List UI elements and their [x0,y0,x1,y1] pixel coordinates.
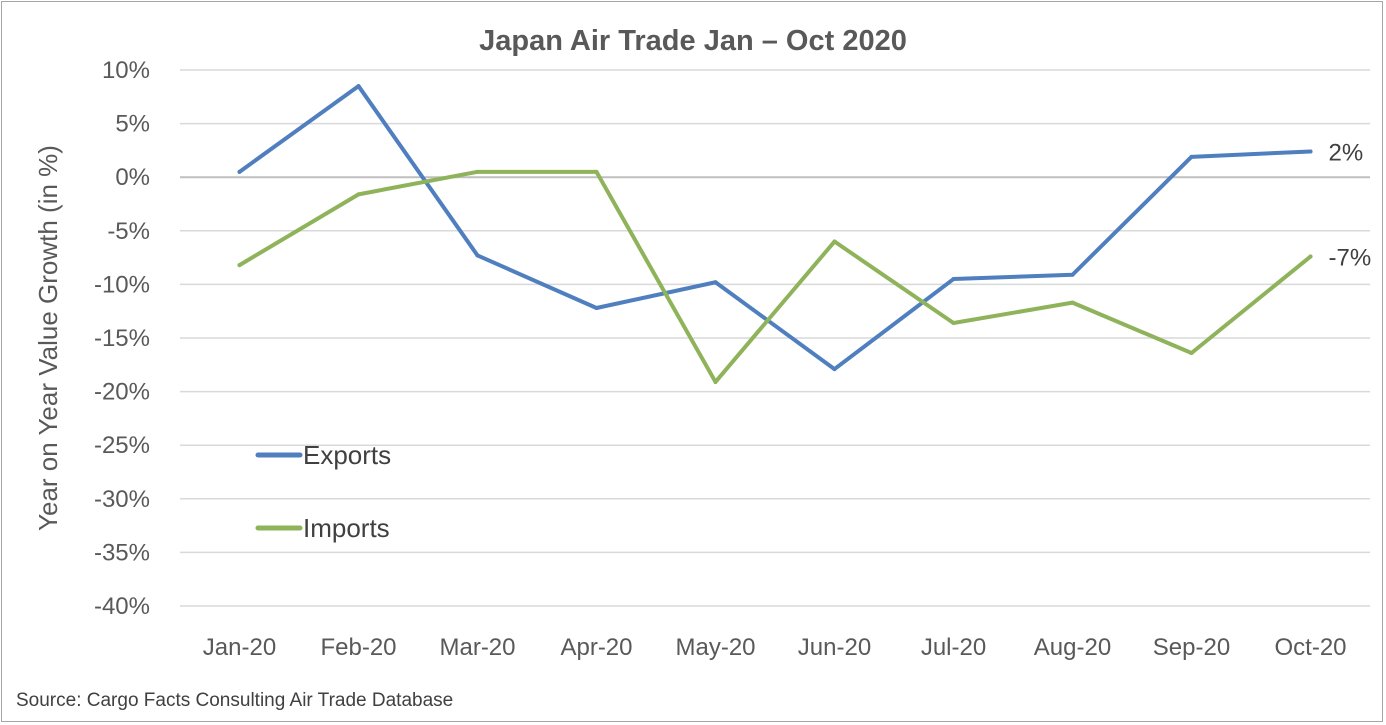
data-point [951,320,956,325]
data-point [356,192,361,197]
series-line-exports [237,84,1313,372]
x-tick-label: Sep-20 [1153,634,1230,661]
data-point [1189,351,1194,356]
legend: Exports Imports [255,440,391,543]
data-point [713,280,718,285]
y-tick-label: -15% [94,325,150,352]
legend-label: Exports [303,440,391,470]
y-tick-label: 0% [115,164,150,191]
gridlines [180,69,1370,607]
x-tick-label: Feb-20 [320,634,396,661]
data-point [237,263,242,268]
x-tick-label: Oct-20 [1274,634,1346,661]
y-tick-label: 5% [115,111,150,138]
y-tick-label: -30% [94,486,150,513]
x-tick-label: May-20 [675,634,755,661]
data-point [1308,254,1313,259]
series-lines: 2% -7% [237,84,1372,384]
y-tick-label: -10% [94,271,150,298]
end-label-exports: 2% [1329,139,1364,166]
data-point [237,169,242,174]
data-point [356,84,361,89]
series-line-imports [237,169,1313,384]
data-point [1070,272,1075,277]
y-tick-label: -20% [94,379,150,406]
x-tick-label: Jan-20 [203,634,276,661]
y-tick-label: -25% [94,432,150,459]
data-point [713,379,718,384]
y-axis-title: Year on Year Value Growth (in %) [33,145,63,531]
end-label-imports: -7% [1329,245,1372,272]
data-point [594,305,599,310]
y-tick-label: -5% [107,218,150,245]
x-tick-label: Jul-20 [921,634,986,661]
x-tick-label: Mar-20 [439,634,515,661]
y-tick-label: -40% [94,593,150,620]
x-tick-label: Aug-20 [1034,634,1111,661]
legend-label: Imports [303,513,390,543]
data-point [1189,154,1194,159]
data-point [951,277,956,282]
data-point [1070,300,1075,305]
chart-title: Japan Air Trade Jan – Oct 2020 [479,25,907,57]
y-tick-label: -35% [94,539,150,566]
data-point [475,253,480,258]
data-point [832,367,837,372]
data-point [594,169,599,174]
x-axis-ticks: Jan-20 Feb-20 Mar-20 Apr-20 May-20 Jun-20 Jul-… [203,634,1347,661]
y-axis-ticks: 10% 5% 0% -5% -10% -15% -20% -25% -30% -35% -40% [94,57,150,620]
x-tick-label: Apr-20 [560,634,632,661]
data-point [1308,149,1313,154]
data-point [832,239,837,244]
data-point [475,169,480,174]
y-tick-label: 10% [102,57,150,84]
source-note: Source: Cargo Facts Consulting Air Trade… [16,690,453,711]
x-tick-label: Jun-20 [798,634,871,661]
